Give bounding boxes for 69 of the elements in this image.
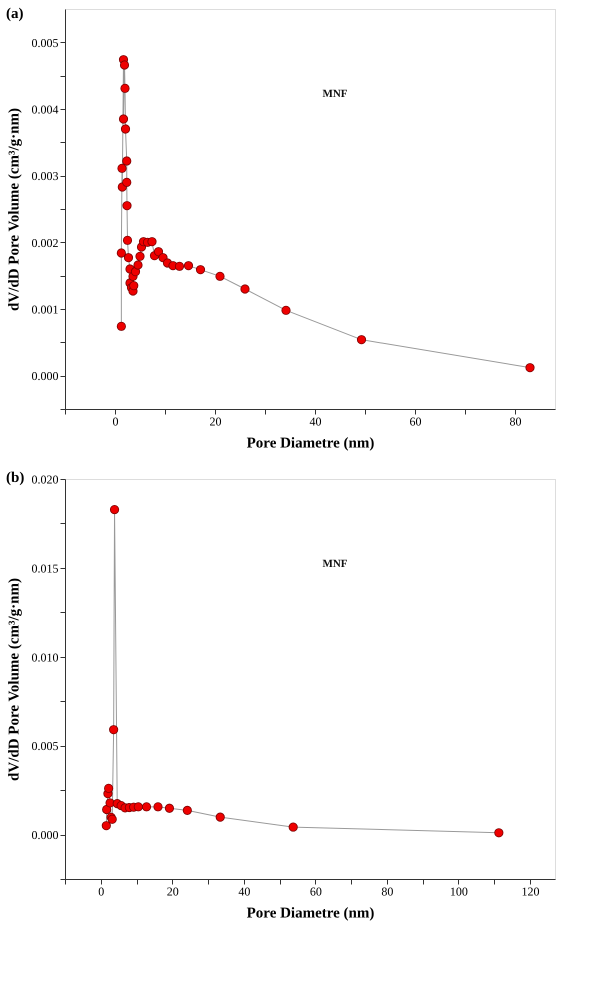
point (134, 802, 143, 812)
point (102, 821, 111, 830)
point (120, 124, 130, 134)
point (288, 822, 298, 832)
point (102, 804, 112, 814)
point (116, 322, 126, 331)
x-tick-label: 0 (112, 414, 118, 428)
point (154, 247, 164, 256)
y-axis-title: dV/dD Pore Volume (cm³/g·nm) (6, 578, 22, 781)
y-tick-label: 0.001 (32, 302, 58, 316)
y-tick-label: 0.004 (32, 102, 58, 116)
y-tick-label: 0.000 (32, 369, 58, 384)
annotation: MNF (322, 558, 348, 570)
y-tick-label: 0.015 (32, 561, 58, 576)
point (129, 281, 138, 290)
y-tick-label: 0.005 (32, 739, 58, 754)
x-tick-label: 100 (450, 884, 468, 898)
x-tick-label: 40 (310, 414, 322, 428)
x-tick-label: 60 (410, 414, 422, 428)
annotation: MNF (322, 88, 348, 100)
y-tick-label: 0.000 (32, 828, 58, 842)
x-axis-title: Pore Diametre (nm) (246, 906, 374, 922)
point (117, 164, 127, 173)
point (142, 802, 152, 812)
point (122, 236, 132, 245)
point (281, 306, 291, 315)
point (356, 335, 366, 344)
x-tick-label: 20 (166, 884, 179, 898)
point (215, 272, 225, 281)
point (124, 253, 134, 262)
point (120, 60, 130, 70)
point (122, 201, 132, 210)
point (122, 156, 132, 166)
y-axis-title: dV/dD Pore Volume (cm³/g·nm) (6, 108, 22, 311)
y-tick-label: 0.005 (32, 36, 58, 50)
x-tick-label: 0 (98, 884, 104, 898)
point (118, 114, 128, 124)
point (109, 725, 118, 734)
y-tick-label: 0.002 (32, 236, 58, 250)
point (135, 252, 145, 261)
point (196, 265, 206, 274)
point (184, 261, 194, 270)
point (182, 806, 192, 815)
point (110, 505, 120, 514)
point (153, 802, 163, 812)
x-tick-label: 40 (238, 884, 250, 898)
y-tick-label: 0.003 (32, 169, 58, 184)
point (216, 812, 225, 822)
point (494, 828, 504, 838)
y-tick-label: 0.010 (32, 650, 58, 664)
point (133, 260, 143, 270)
point (164, 804, 174, 813)
x-tick-label: 80 (381, 884, 394, 898)
point (104, 784, 114, 793)
x-tick-label: 20 (210, 414, 222, 428)
point (240, 284, 250, 294)
y-tick-label: 0.020 (32, 472, 58, 486)
x-tick-label: 80 (510, 414, 522, 428)
point (174, 262, 184, 271)
point (116, 248, 126, 258)
point (525, 363, 535, 372)
point (122, 178, 132, 187)
point (120, 84, 130, 93)
chart-title: (b) (6, 470, 24, 486)
chart-title: (a) (6, 6, 24, 22)
x-axis-title: Pore Diametre (nm) (246, 436, 374, 452)
x-tick-label: 60 (310, 884, 322, 898)
x-tick-label: 120 (521, 884, 540, 898)
point (147, 237, 157, 246)
